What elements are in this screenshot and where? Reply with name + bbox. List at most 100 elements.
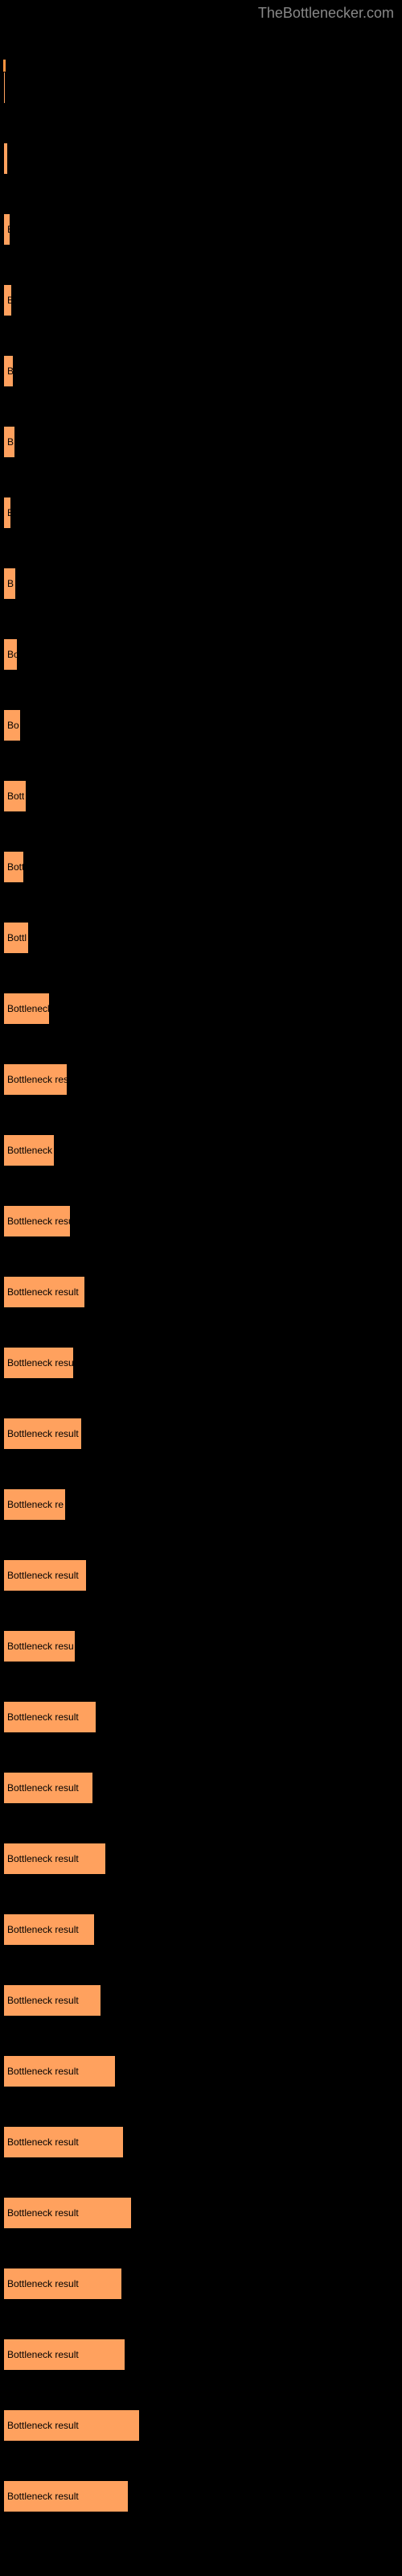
bar-row: B <box>3 548 402 619</box>
bar-row: Bottleneck result <box>3 2036 402 2107</box>
bar: B <box>3 213 10 246</box>
bar-label: Bottleneck result <box>7 1428 79 1439</box>
bar-label: B <box>7 295 13 306</box>
bar-row: Bo <box>3 619 402 690</box>
bar-row: Bottleneck result <box>3 1752 402 1823</box>
bar-row: Bottleneck resu <box>3 1186 402 1257</box>
bar: Bottleneck result <box>3 2197 132 2229</box>
chart-container: B B B B B B Bo Bo Bott Bott Bottl Bottleneck Bottlen… <box>0 0 402 2532</box>
bar-row: Bottleneck re <box>3 1469 402 1540</box>
bar: Bottleneck <box>3 993 50 1025</box>
bar-label: Bottl <box>7 932 27 943</box>
bar: Bottleneck result <box>3 1418 82 1450</box>
bar-row <box>3 123 402 194</box>
bar-label: Bottleneck result <box>7 2278 79 2289</box>
bar-row: B <box>3 477 402 548</box>
bar-row: Bottleneck result <box>3 2319 402 2390</box>
bar-label: B <box>7 436 14 448</box>
bar: Bottleneck result <box>3 2409 140 2442</box>
bar: Bottleneck re <box>3 1488 66 1521</box>
bar-row: Bottleneck result <box>3 1965 402 2036</box>
bar-label: Bottleneck result <box>7 1924 79 1935</box>
bar: Bottleneck result <box>3 1913 95 1946</box>
bar: Bottleneck result <box>3 1843 106 1875</box>
bar-row: Bottleneck result <box>3 2107 402 2178</box>
bar-row: Bottleneck <box>3 973 402 1044</box>
bar-label: Bottleneck resu <box>7 1641 74 1652</box>
bar-row: Bottleneck result <box>3 2390 402 2461</box>
bar-row: Bo <box>3 690 402 761</box>
bar-label: Bottleneck result <box>7 1782 79 1794</box>
bar-label: Bottleneck result <box>7 1711 79 1723</box>
bar-label: Bottleneck result <box>7 2420 79 2431</box>
bar: Bottleneck resu <box>3 1630 76 1662</box>
bar: Bottleneck result <box>3 2480 129 2512</box>
bar <box>3 72 6 104</box>
bar: Bott <box>3 780 27 812</box>
bar: Bottl <box>3 922 29 954</box>
bar-row: Bottleneck result <box>3 2178 402 2248</box>
bar-label: Bottleneck result <box>7 1853 79 1864</box>
bar: Bottleneck res <box>3 1063 68 1096</box>
bar: Bo <box>3 709 21 741</box>
bar-label: B <box>7 507 12 518</box>
bar: Bottleneck <box>3 1134 55 1166</box>
bar-row: Bottleneck result <box>3 1540 402 1611</box>
bar-row: Bottleneck resu <box>3 1327 402 1398</box>
bar-label: Bottleneck res <box>7 1074 68 1085</box>
bar-label: Bottleneck result <box>7 2066 79 2077</box>
bar-label: Bottleneck re <box>7 1499 64 1510</box>
bar: Bo <box>3 638 18 671</box>
bar: Bottleneck result <box>3 1701 96 1733</box>
bar: Bottleneck result <box>3 2055 116 2087</box>
watermark-text: TheBottlenecker.com <box>258 5 394 22</box>
bar-row: Bottleneck result <box>3 1257 402 1327</box>
bar-label: Bottleneck result <box>7 2349 79 2360</box>
bar-label: Bottleneck result <box>7 1570 79 1581</box>
bar-label: Bottleneck resu <box>7 1357 74 1368</box>
bar-label: Bottleneck <box>7 1145 52 1156</box>
bar-row: B <box>3 265 402 336</box>
bar-row: B <box>3 194 402 265</box>
bar-row: B <box>3 336 402 407</box>
bar-row: Bottleneck result <box>3 1894 402 1965</box>
bar-row: Bottleneck result <box>3 1398 402 1469</box>
bar-row: Bottleneck resu <box>3 1611 402 1682</box>
bar-label: Bottleneck result <box>7 2136 79 2148</box>
bar-row: Bott <box>3 832 402 902</box>
bar-label: B <box>7 578 14 589</box>
bar-label: Bottleneck result <box>7 1286 79 1298</box>
bar-label: Bo <box>7 649 18 660</box>
bar: Bott <box>3 851 24 883</box>
bar: Bottleneck result <box>3 1559 87 1591</box>
bar: B <box>3 355 14 387</box>
bar: B <box>3 426 15 458</box>
bar-label: Bott <box>7 791 24 802</box>
bar: Bottleneck resu <box>3 1205 71 1237</box>
bar-row: Bottleneck res <box>3 1044 402 1115</box>
bar: Bottleneck result <box>3 1276 85 1308</box>
bar-label: Bottleneck result <box>7 2207 79 2219</box>
bar-row: B <box>3 407 402 477</box>
bar-row: Bottleneck result <box>3 2248 402 2319</box>
bar: Bottleneck result <box>3 2126 124 2158</box>
bar-label: Bo <box>7 720 19 731</box>
bar: Bottleneck result <box>3 1984 101 2017</box>
bar: B <box>3 568 16 600</box>
bar-row: Bottl <box>3 902 402 973</box>
bar-row <box>3 52 402 123</box>
bar <box>3 142 8 175</box>
bar-label: Bottleneck <box>7 1003 51 1014</box>
bar-label: Bottleneck resu <box>7 1216 72 1227</box>
bar: Bottleneck result <box>3 2268 122 2300</box>
bar-row: Bottleneck <box>3 1115 402 1186</box>
bar-row: Bott <box>3 761 402 832</box>
bar-row: Bottleneck result <box>3 1823 402 1894</box>
bar-label: Bott <box>7 861 24 873</box>
bar-row: Bottleneck result <box>3 2461 402 2532</box>
bar: Bottleneck result <box>3 1772 93 1804</box>
bar-label: Bottleneck result <box>7 1995 79 2006</box>
bar: B <box>3 497 11 529</box>
bar-row: Bottleneck result <box>3 1682 402 1752</box>
bar-label: B <box>7 365 14 377</box>
